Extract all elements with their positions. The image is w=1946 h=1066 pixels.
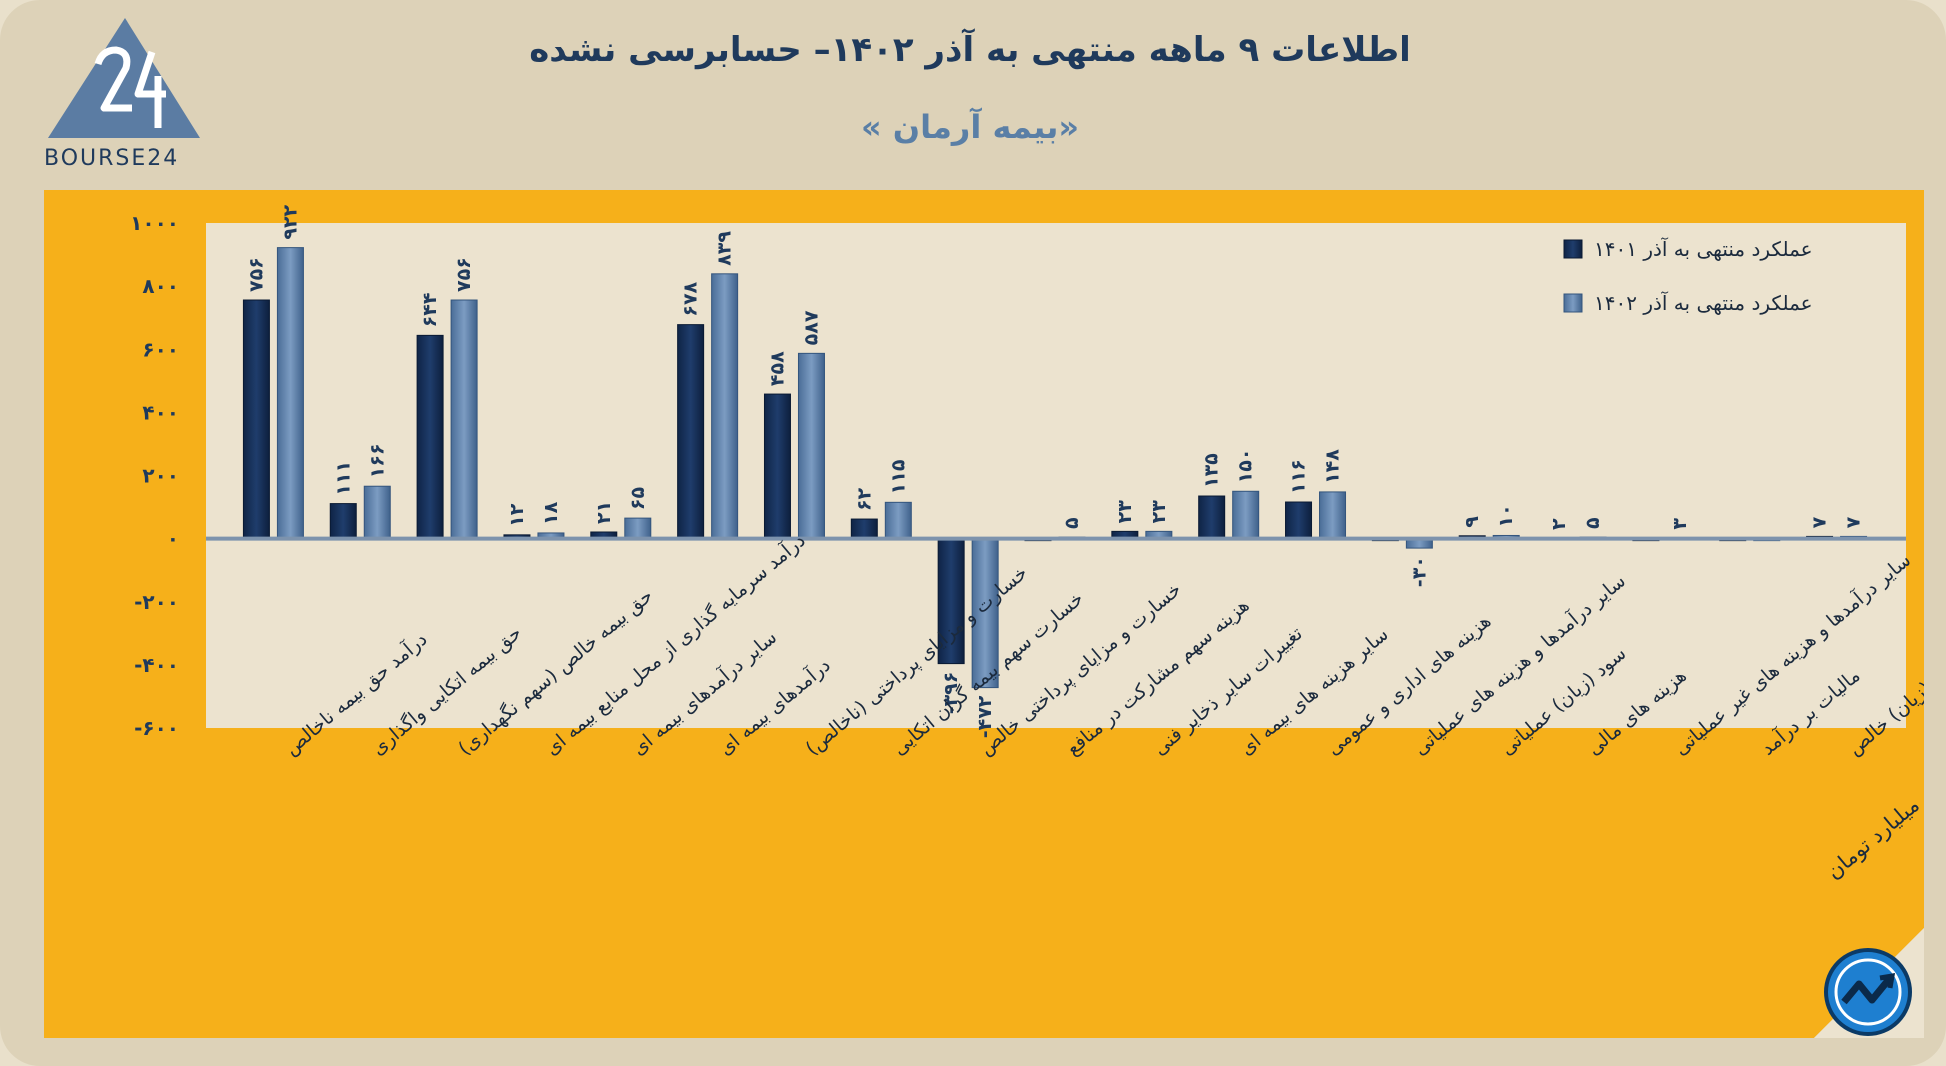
bar-1402 — [797, 352, 825, 540]
bar-1401 — [677, 324, 705, 540]
data-label: ۶۵ — [627, 487, 649, 511]
y-tick-label: ۲۰۰ — [142, 464, 179, 488]
bar-1401 — [1285, 501, 1313, 540]
bar-1401 — [416, 334, 444, 540]
data-label: ۲ — [1548, 518, 1570, 530]
data-labels: ۷۵۶ ۹۲۲ ۱۱۱ ۱۶۶ ۶۴۴ ۷۵۶ ۱۲ ۱۸ ۲۱ ۶۵ ۶۷۸ ۸۳۹ ۴۵۸ ۵۸۷ ۶۲… — [245, 204, 1864, 738]
chart-area: ۱۰۰۰ ۸۰۰ ۶۰۰ ۴۰۰ ۲۰۰ ۰ -۲۰۰ -۴۰۰ -۶۰۰ ۷۵۶ ۹۲۲ ۱۱۱ ۱… — [44, 190, 1924, 1038]
legend-swatch-1401 — [1563, 239, 1583, 259]
brand-name: BOURSE24 — [44, 146, 180, 171]
y-tick-label: ۸۰۰ — [142, 274, 179, 298]
legend: عملکرد منتهی به آذر ۱۴۰۱ عملکرد منتهی به … — [1563, 236, 1813, 315]
data-label: ۱۱۵ — [887, 459, 909, 494]
data-label: ۸۳۹ — [714, 231, 736, 266]
y-tick-label: ۱۰۰۰ — [130, 211, 179, 235]
data-label: ۳ — [1669, 518, 1691, 530]
data-label: ۵۸۷ — [800, 310, 822, 345]
bar-1402 — [884, 501, 912, 540]
data-label: -۳۹۶ — [940, 672, 962, 715]
data-label: ۷۵۶ — [245, 257, 267, 292]
data-label: ۱۸ — [540, 501, 562, 525]
data-label: ۱۶۶ — [366, 443, 388, 478]
bar-1402 — [276, 247, 304, 540]
bar-1402 — [363, 485, 391, 540]
data-label: ۶۴۴ — [419, 293, 441, 328]
bar-1401 — [329, 503, 357, 540]
data-label: ۹۲۲ — [279, 204, 301, 239]
data-label: ۱۲ — [506, 503, 528, 527]
bar-1402 — [624, 517, 652, 540]
data-label: ۵ — [1582, 517, 1604, 529]
bar-1402 — [1319, 491, 1347, 540]
data-label: ۱۵۰ — [1235, 448, 1257, 483]
y-tick-label: -۴۰۰ — [134, 653, 179, 677]
plot-background — [206, 223, 1906, 728]
bourse24-logo — [40, 16, 210, 176]
bar-1402 — [711, 273, 739, 540]
bar-1402 — [450, 299, 478, 540]
y-axis: ۱۰۰۰ ۸۰۰ ۶۰۰ ۴۰۰ ۲۰۰ ۰ -۲۰۰ -۴۰۰ -۶۰۰ — [130, 211, 179, 740]
chart-subtitle: «بیمه آرمان » — [860, 108, 1080, 146]
data-label: ۲۳ — [1148, 500, 1170, 524]
data-label: ۱۰ — [1495, 504, 1517, 527]
y-tick-label: ۴۰۰ — [142, 400, 179, 424]
data-label: ۱۳۵ — [1201, 453, 1223, 488]
bar-1402 — [1232, 490, 1260, 540]
chart-title: اطلاعات ۹ ماهه منتهی به آذر ۱۴۰۲– حسابرس… — [529, 30, 1411, 70]
data-label: ۱۱۱ — [332, 461, 354, 496]
bar-1401 — [937, 538, 965, 665]
data-label: ۷ — [1843, 516, 1865, 528]
logo-triangle-icon — [48, 18, 200, 138]
data-label: ۱۱۶ — [1288, 459, 1310, 494]
legend-label: عملکرد منتهی به آذر ۱۴۰۲ — [1594, 290, 1813, 315]
data-label: ۹ — [1461, 516, 1483, 528]
data-label: ۴۵۸ — [766, 351, 788, 386]
data-label: ۶۷۸ — [680, 281, 702, 316]
bar-1401 — [1198, 495, 1226, 540]
site-badge-icon — [1824, 948, 1912, 1036]
data-label: ۵ — [1061, 517, 1083, 529]
legend-label: عملکرد منتهی به آذر ۱۴۰۱ — [1594, 236, 1813, 261]
bar-1401 — [763, 393, 791, 540]
data-label: ۶۲ — [853, 487, 875, 511]
data-label: -۴۷۲ — [974, 695, 996, 738]
data-label: -۳۰ — [1408, 556, 1430, 587]
data-label: ۷۵۶ — [453, 257, 475, 292]
y-tick-label: ۰ — [167, 527, 179, 551]
data-label: ۲۳ — [1114, 500, 1136, 524]
data-label: ۷ — [1809, 516, 1831, 528]
legend-swatch-1402 — [1563, 293, 1583, 313]
y-tick-label: -۲۰۰ — [134, 590, 179, 614]
data-label: ۱۴۸ — [1322, 449, 1344, 484]
data-label: ۲۱ — [593, 501, 615, 524]
y-tick-label: ۶۰۰ — [142, 337, 179, 361]
bar-1401 — [242, 299, 270, 540]
bar-1402 — [971, 538, 999, 689]
bar-1401 — [850, 518, 878, 540]
y-tick-label: -۶۰۰ — [134, 716, 179, 740]
